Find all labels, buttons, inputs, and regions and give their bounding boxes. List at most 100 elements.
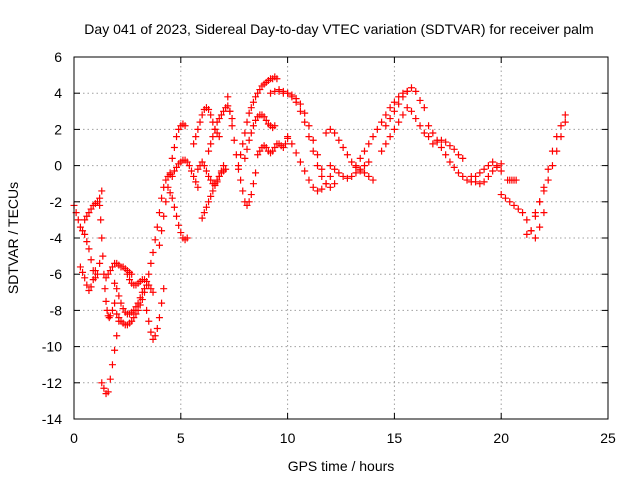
data-point — [279, 144, 287, 151]
data-point — [399, 93, 407, 101]
data-point — [252, 169, 260, 177]
data-point — [106, 375, 114, 383]
data-point — [450, 163, 458, 171]
y-tick-label: 6 — [54, 49, 62, 65]
data-point — [309, 183, 317, 191]
data-point — [326, 162, 334, 170]
data-point — [284, 133, 292, 141]
data-point — [378, 118, 386, 126]
data-point — [412, 115, 420, 123]
data-point — [480, 165, 488, 173]
series-t25 — [284, 133, 334, 195]
data-point — [79, 227, 87, 235]
x-tick-label: 20 — [493, 430, 509, 446]
data-point — [105, 314, 113, 322]
data-point — [284, 89, 292, 97]
series-t37 — [523, 111, 569, 238]
data-point — [305, 122, 313, 130]
data-point — [540, 209, 548, 217]
data-point — [175, 125, 183, 133]
data-point — [536, 223, 544, 231]
data-point — [76, 263, 84, 271]
data-point — [437, 144, 445, 151]
data-point — [183, 234, 191, 242]
series-t35 — [497, 191, 548, 242]
data-point — [548, 162, 556, 170]
data-point — [269, 147, 277, 155]
data-point — [416, 122, 424, 130]
data-point — [200, 209, 208, 217]
data-point — [81, 274, 89, 282]
data-point — [382, 122, 390, 130]
data-point — [429, 140, 437, 148]
data-point — [416, 96, 424, 104]
data-point — [162, 198, 170, 206]
y-tick-label: -8 — [50, 302, 63, 318]
data-point — [87, 256, 95, 264]
data-point — [194, 183, 202, 191]
series-t19 — [224, 93, 260, 209]
data-point — [480, 178, 488, 186]
data-point — [531, 234, 539, 242]
data-point — [256, 147, 264, 155]
data-point — [256, 86, 264, 94]
data-point — [425, 133, 433, 141]
data-point — [151, 236, 159, 244]
data-point — [493, 163, 501, 171]
data-point — [190, 172, 198, 180]
data-point — [561, 118, 569, 126]
data-point — [292, 98, 300, 106]
data-point — [314, 151, 322, 159]
data-point — [128, 317, 136, 325]
data-point — [83, 238, 91, 246]
data-point — [81, 216, 89, 224]
data-point — [220, 107, 228, 115]
data-point — [309, 147, 317, 155]
series-t26 — [322, 125, 377, 184]
data-point — [113, 332, 121, 340]
x-tick-label: 25 — [600, 430, 616, 446]
data-point — [147, 285, 155, 293]
data-point — [281, 140, 289, 148]
data-point — [102, 297, 110, 305]
data-point — [98, 187, 106, 195]
series-t18 — [205, 102, 236, 155]
series-t5 — [98, 317, 123, 398]
x-tick-label: 0 — [70, 430, 78, 446]
data-point — [111, 279, 119, 287]
data-point — [273, 75, 281, 83]
data-point — [326, 172, 334, 180]
data-point — [472, 178, 480, 186]
data-point — [407, 84, 415, 92]
data-point — [348, 158, 356, 166]
data-point — [111, 346, 119, 354]
data-point — [343, 174, 351, 182]
data-point — [209, 187, 217, 195]
data-point — [101, 285, 109, 293]
data-point — [360, 147, 368, 155]
data-point — [111, 299, 119, 307]
data-point — [113, 310, 121, 318]
data-point — [175, 221, 183, 229]
data-point — [168, 154, 176, 162]
data-point — [215, 172, 223, 180]
data-point — [403, 87, 411, 95]
data-point — [301, 109, 309, 117]
data-point — [369, 133, 377, 141]
data-point — [386, 104, 394, 112]
data-point — [296, 158, 304, 166]
data-point — [91, 267, 99, 275]
data-point — [224, 102, 232, 110]
data-point — [205, 172, 213, 180]
data-point — [245, 198, 253, 206]
data-point — [309, 136, 317, 144]
data-point — [382, 140, 390, 148]
data-point — [262, 116, 270, 124]
data-point — [192, 178, 200, 186]
data-point — [288, 140, 296, 148]
data-point — [209, 133, 217, 141]
data-point — [74, 216, 82, 224]
data-point — [151, 332, 159, 340]
data-point — [205, 105, 213, 113]
data-point — [147, 328, 155, 336]
